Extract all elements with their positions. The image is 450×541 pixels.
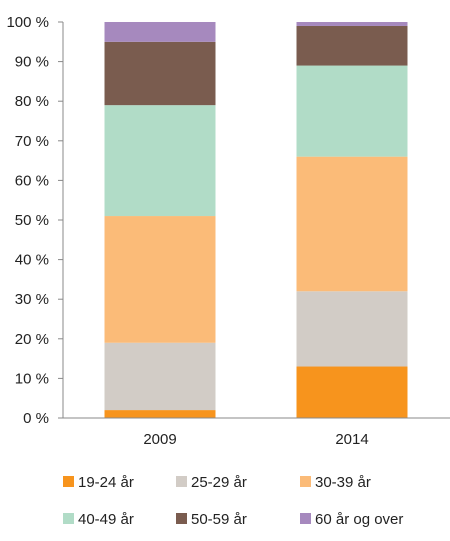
x-axis: 2009 2014 [63, 417, 450, 448]
y-tick-label: 70 % [15, 133, 49, 150]
legend-label: 19-24 år [78, 474, 134, 491]
bar-segment [296, 65, 408, 157]
y-tick-label: 40 % [15, 252, 49, 269]
y-tick-label: 100 % [6, 14, 49, 31]
legend-swatch [176, 513, 187, 524]
legend-swatch [300, 476, 311, 487]
y-tick-label: 20 % [15, 331, 49, 348]
y-axis: 0 % 10 % 20 % 30 % 40 % 50 % 60 % 70 % 80 % 90 % 1… [6, 14, 64, 427]
y-tick-label: 50 % [15, 212, 49, 229]
legend-swatch [63, 513, 74, 524]
bar-segment [296, 291, 408, 367]
legend-label: 30-39 år [315, 474, 371, 491]
bar-segment [104, 105, 216, 217]
legend-swatch [176, 476, 187, 487]
bar-segment [104, 22, 216, 42]
legend-label: 40-49 år [78, 511, 134, 528]
bar-segment [104, 216, 216, 343]
bar-segment [296, 366, 408, 418]
y-tick-label: 90 % [15, 54, 49, 71]
bar-segment [104, 410, 216, 418]
bar-segment [104, 41, 216, 106]
bar-segment [296, 22, 408, 26]
legend-swatch [300, 513, 311, 524]
y-tick-label: 0 % [23, 410, 49, 427]
bar-segment [296, 25, 408, 66]
x-tick-label: 2009 [143, 431, 176, 448]
bar-segment [104, 342, 216, 411]
y-tick-label: 80 % [15, 93, 49, 110]
x-tick-label: 2014 [335, 431, 368, 448]
legend-label: 50-59 år [191, 511, 247, 528]
bars [104, 22, 408, 418]
bar-segment [296, 156, 408, 292]
y-tick-label: 30 % [15, 291, 49, 308]
legend-label: 25-29 år [191, 474, 247, 491]
legend-label: 60 år og over [315, 511, 403, 528]
legend: 19-24 år 25-29 år 30-39 år 40-49 år 50-59 år… [63, 474, 403, 528]
y-tick-label: 10 % [15, 370, 49, 387]
y-tick-label: 60 % [15, 172, 49, 189]
legend-swatch [63, 476, 74, 487]
